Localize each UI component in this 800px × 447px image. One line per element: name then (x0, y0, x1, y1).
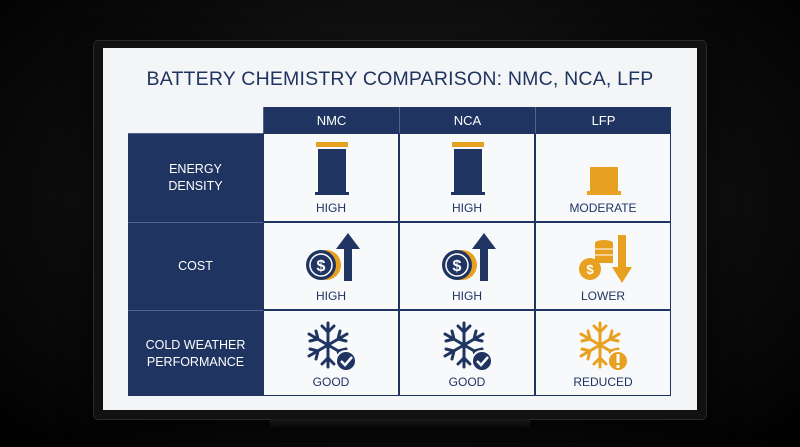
cell: HIGH (399, 133, 535, 222)
snowflake-icon (302, 317, 362, 377)
cell-label: GOOD (312, 375, 350, 389)
cell: MODERATE (535, 133, 671, 222)
cost-icon (438, 229, 498, 289)
cell-label: REDUCED (573, 375, 633, 389)
title: BATTERY CHEMISTRY COMPARISON: NMC, NCA, … (146, 68, 654, 90)
cell-label: MODERATE (569, 201, 637, 215)
cell-label: HIGH (452, 201, 482, 215)
column-header: NMC (263, 107, 399, 133)
tv-stand (270, 419, 530, 429)
column-header: NCA (399, 107, 535, 133)
cell-label: GOOD (448, 375, 486, 389)
cell: GOOD (263, 310, 399, 396)
row-header: ENERGY DENSITY (128, 133, 263, 222)
snowflake-icon (438, 317, 498, 377)
snowflake-icon (574, 317, 634, 377)
cell: GOOD (399, 310, 535, 396)
cell-label: HIGH (452, 289, 482, 303)
row-header: COST (128, 222, 263, 310)
column-header: LFP (535, 107, 671, 133)
bar-icon (302, 140, 362, 200)
cell: HIGH (399, 222, 535, 310)
cell-label: HIGH (316, 289, 346, 303)
cell-label: HIGH (316, 201, 346, 215)
cell: HIGH (263, 222, 399, 310)
cell: HIGH (263, 133, 399, 222)
bar-icon (438, 140, 498, 200)
row-label: ENERGY DENSITY (168, 162, 223, 193)
bar-icon (574, 140, 634, 200)
cost-icon (574, 229, 634, 289)
cell-label: LOWER (580, 289, 625, 303)
cell: REDUCED (535, 310, 671, 396)
row-header: COLD WEATHER PERFORMANCE (128, 310, 263, 396)
cost-icon (302, 229, 362, 289)
cell: LOWER (535, 222, 671, 310)
row-label: COLD WEATHER PERFORMANCE (145, 337, 246, 369)
row-label: COST (178, 259, 213, 273)
